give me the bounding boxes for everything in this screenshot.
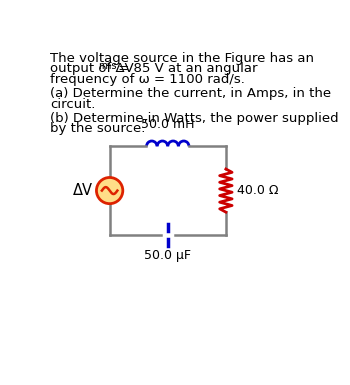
Text: = 85 V at an angular: = 85 V at an angular: [114, 62, 258, 75]
Text: 40.0 Ω: 40.0 Ω: [237, 184, 278, 197]
Text: 50.0 μF: 50.0 μF: [144, 249, 191, 262]
Text: frequency of ω = 1100 rad/s.: frequency of ω = 1100 rad/s.: [50, 73, 245, 86]
Text: rms: rms: [98, 61, 117, 71]
Text: by the source.: by the source.: [50, 122, 145, 136]
Text: ΔV: ΔV: [74, 183, 93, 198]
Text: (a) Determine the current, in Amps, in the: (a) Determine the current, in Amps, in t…: [50, 87, 331, 100]
Text: circuit.: circuit.: [50, 98, 95, 111]
Text: output of ΔV: output of ΔV: [50, 62, 134, 75]
Text: 50.0 mH: 50.0 mH: [141, 118, 195, 131]
Text: (b) Determine,in Watts, the power supplied: (b) Determine,in Watts, the power suppli…: [50, 112, 338, 125]
Circle shape: [97, 177, 123, 204]
Text: The voltage source in the Figure has an: The voltage source in the Figure has an: [50, 52, 314, 65]
